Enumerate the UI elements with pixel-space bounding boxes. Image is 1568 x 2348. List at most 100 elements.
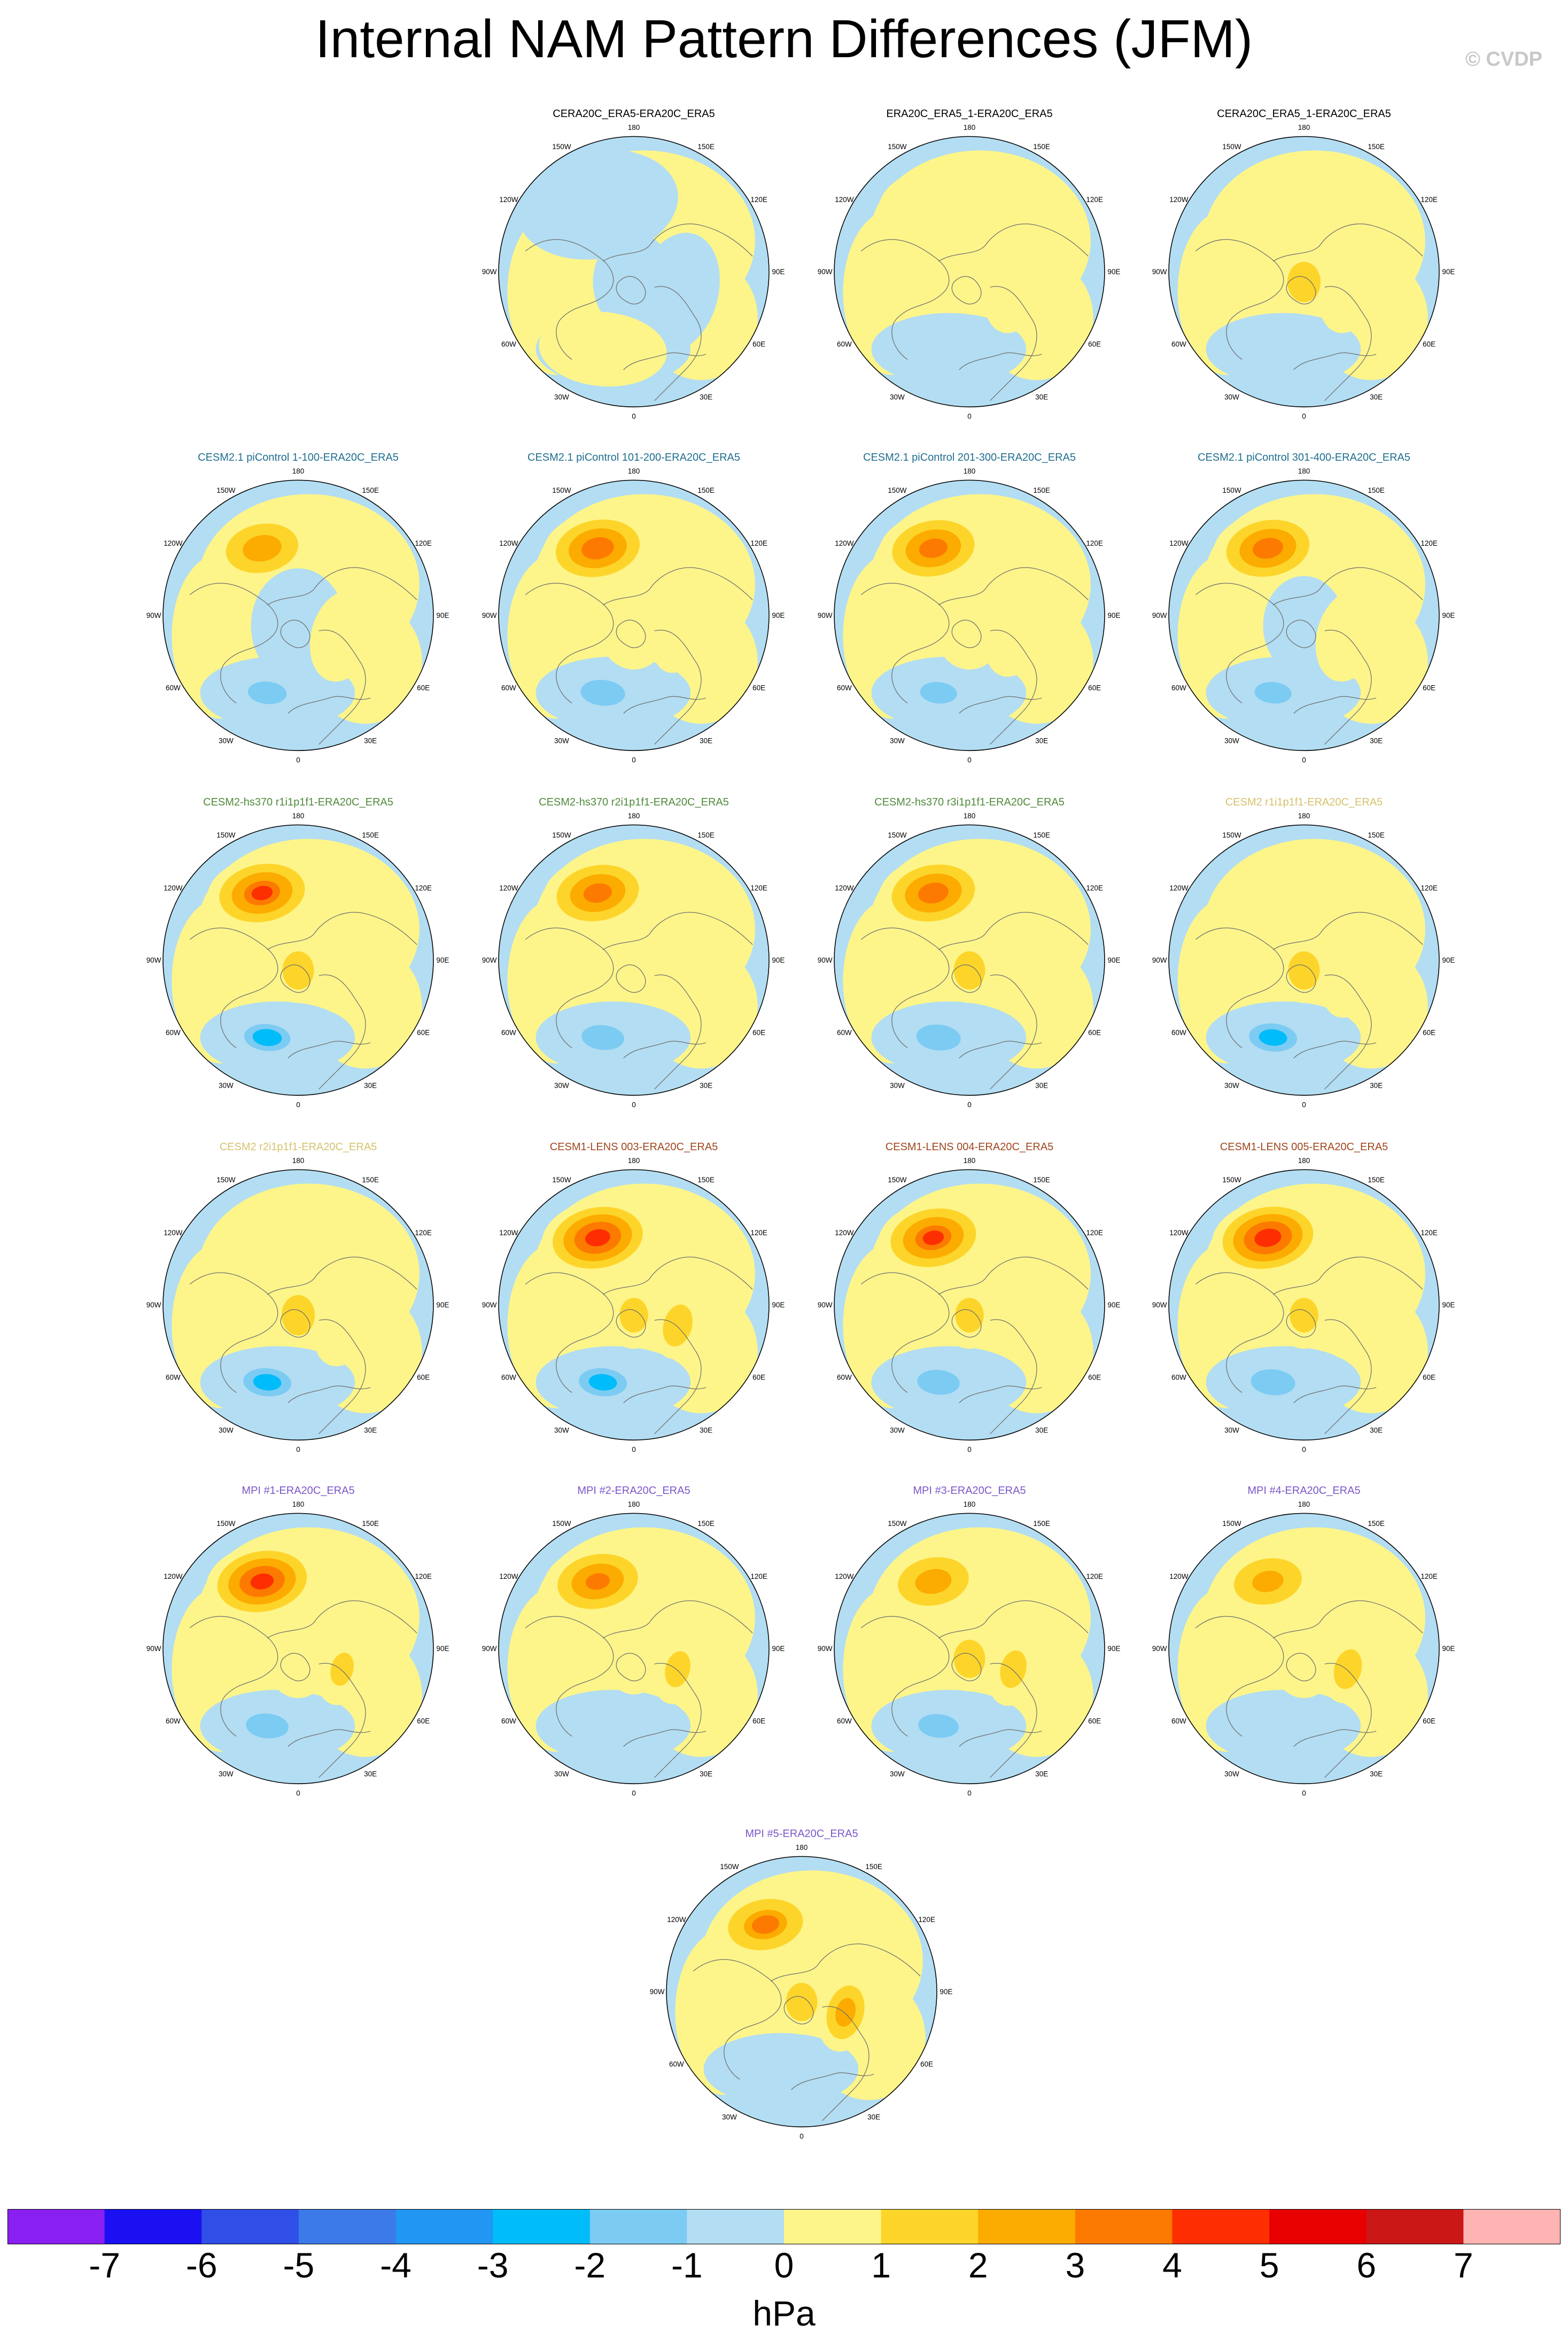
longitude-label: 90W (1152, 956, 1167, 964)
polar-map: 180 150E 120E 90E 60E 30E 0 30W 60W 90W 120W 150W (482, 1500, 785, 1797)
polar-map: 180 150E 120E 90E 60E 30E 0 30W 60W 90W 120W 150W (1152, 1500, 1455, 1797)
longitude-label: 150W (888, 1520, 907, 1528)
longitude-label: 150W (1222, 486, 1241, 494)
longitude-label: 150E (362, 486, 379, 494)
coastlines (525, 1257, 753, 1435)
colorbar-swatch (395, 2209, 493, 2244)
coastlines (860, 912, 1089, 1090)
longitude-label: 150W (552, 143, 571, 151)
longitude-label: 30E (1370, 737, 1383, 745)
longitude-label: 90E (1442, 956, 1455, 964)
panel-title: CESM2.1 piControl 301-400-ERA20C_ERA5 (1198, 452, 1410, 463)
panel-title: CESM2-hs370 r3i1p1f1-ERA20C_ERA5 (874, 796, 1065, 808)
longitude-label: 150W (552, 486, 571, 494)
longitude-label: 180 (628, 467, 640, 475)
pacific-anomaly (542, 510, 653, 586)
coastlines (189, 912, 417, 1090)
longitude-label: 150E (697, 831, 715, 839)
coastlines (525, 223, 753, 401)
field-contours (1169, 1513, 1439, 1784)
longitude-label: 120E (750, 539, 767, 547)
panel-title: MPI #1-ERA20C_ERA5 (242, 1485, 355, 1497)
longitude-label: 90E (1442, 611, 1455, 619)
longitude-label: 150E (1033, 1520, 1050, 1528)
pacific-anomaly (878, 855, 988, 931)
map-panel: CERA20C_ERA5_1-ERA20C_ERA5 180 150E 120E 90E… (1138, 107, 1470, 449)
longitude-label: 60W (501, 1028, 516, 1036)
pacific-anomaly (543, 1544, 653, 1619)
colorbar-swatch (978, 2209, 1076, 2244)
map-boundary (834, 1169, 1105, 1441)
field-contours (1169, 1169, 1439, 1440)
longitude-label: 60W (166, 1717, 181, 1725)
longitude-label: 120W (835, 196, 854, 204)
colorbar-tick: -1 (671, 2245, 703, 2285)
field-contours (1169, 136, 1439, 407)
longitude-label: 180 (1298, 1500, 1310, 1508)
longitude-label: 90E (1107, 1301, 1120, 1309)
longitude-label: 90W (482, 268, 497, 276)
coastlines (189, 1257, 417, 1435)
map-boundary (1168, 1169, 1440, 1441)
longitude-label: 30E (1035, 737, 1048, 745)
longitude-label: 150W (888, 831, 907, 839)
longitude-label: 120W (499, 196, 518, 204)
longitude-label: 180 (292, 467, 305, 475)
longitude-label: 150E (1368, 1520, 1385, 1528)
colorbar-swatch (1172, 2209, 1270, 2244)
map-panel: CESM1-LENS 003-ERA20C_ERA5 180 150E 120E 90E… (468, 1140, 799, 1482)
longitude-label: 90E (772, 956, 785, 964)
longitude-label: 120E (1086, 884, 1103, 892)
longitude-label: 30W (554, 1081, 569, 1089)
polar-map: 180 150E 120E 90E 60E 30E 0 30W 60W 90W 120W 150W (1152, 1157, 1455, 1454)
longitude-label: 150W (888, 486, 907, 494)
map-panel: CESM2-hs370 r2i1p1f1-ERA20C_ERA5 180 150E 1… (468, 795, 799, 1137)
colorbar-tick: 6 (1356, 2245, 1377, 2285)
longitude-label: 90W (482, 611, 497, 619)
longitude-label: 30W (722, 2113, 737, 2121)
panel-title: MPI #5-ERA20C_ERA5 (745, 1828, 858, 1840)
longitude-label: 150E (697, 1176, 715, 1184)
longitude-label: 150E (1033, 143, 1050, 151)
atlantic-anomaly (1235, 670, 1311, 715)
longitude-label: 180 (628, 1157, 640, 1165)
longitude-label: 150E (1368, 831, 1385, 839)
map-boundary (1168, 136, 1440, 408)
longitude-label: 60E (920, 2060, 933, 2068)
field-contours (834, 1169, 1105, 1440)
arctic-anomaly (266, 1619, 331, 1699)
longitude-label: 90W (146, 1301, 161, 1309)
longitude-label: 120W (1169, 196, 1189, 204)
colorbar-swatch (881, 2209, 979, 2244)
longitude-label: 30W (219, 737, 234, 745)
longitude-label: 150E (1368, 1176, 1385, 1184)
colorbar-tick: 5 (1259, 2245, 1279, 2285)
map-boundary (834, 824, 1105, 1096)
longitude-label: 150E (697, 486, 715, 494)
longitude-label: 0 (632, 1446, 636, 1454)
longitude-label: 120W (1169, 1229, 1189, 1237)
polar-map: 180 150E 120E 90E 60E 30E 0 30W 60W 90W 120W 150W (818, 812, 1121, 1109)
longitude-label: 30E (700, 737, 712, 745)
panel-title: CESM2 r2i1p1f1-ERA20C_ERA5 (219, 1141, 377, 1153)
polar-map: 180 150E 120E 90E 60E 30E 0 30W 60W 90W 120W 150W (146, 1157, 449, 1454)
longitude-label: 180 (292, 1157, 305, 1165)
longitude-label: 30W (554, 1426, 569, 1434)
longitude-label: 30W (554, 393, 569, 401)
panel-title: CESM1-LENS 003-ERA20C_ERA5 (549, 1141, 718, 1153)
field-contours (163, 1169, 433, 1440)
longitude-label: 150W (552, 831, 571, 839)
atlantic-anomaly (738, 2049, 804, 2089)
longitude-label: 90W (1152, 268, 1167, 276)
longitude-label: 30E (700, 1426, 712, 1434)
longitude-label: 120E (1420, 1572, 1438, 1580)
polar-map: 180 150E 120E 90E 60E 30E 0 30W 60W 90W 120W 150W (650, 1843, 953, 2141)
field-contours (163, 825, 433, 1096)
panel-title: CESM2-hs370 r2i1p1f1-ERA20C_ERA5 (539, 796, 729, 808)
longitude-label: 0 (296, 1446, 300, 1454)
panel-title: CESM2.1 piControl 201-300-ERA20C_ERA5 (863, 452, 1076, 463)
longitude-label: 90W (146, 1645, 161, 1653)
pacific-anomaly (878, 167, 989, 243)
polar-map: 180 150E 120E 90E 60E 30E 0 30W 60W 90W 120W 150W (482, 467, 785, 764)
field-contours (666, 1856, 937, 2127)
